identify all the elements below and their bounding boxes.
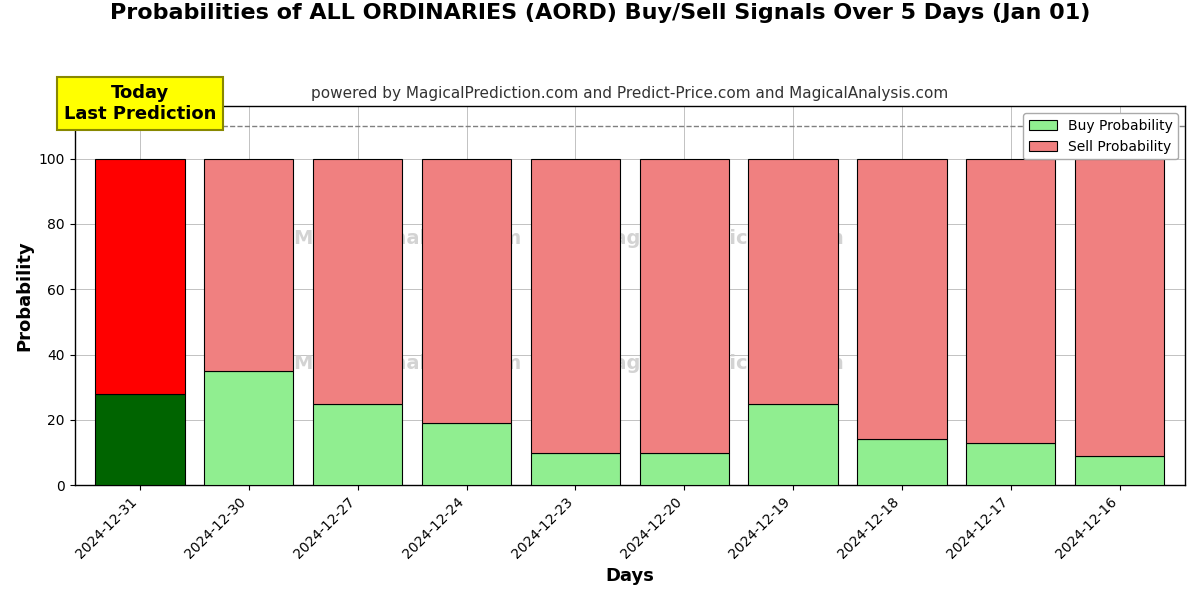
Bar bbox=[966, 158, 1056, 443]
Bar bbox=[204, 371, 294, 485]
Bar bbox=[530, 158, 620, 452]
Text: Probabilities of ALL ORDINARIES (AORD) Buy/Sell Signals Over 5 Days (Jan 01): Probabilities of ALL ORDINARIES (AORD) B… bbox=[110, 3, 1090, 23]
X-axis label: Days: Days bbox=[605, 567, 654, 585]
Bar bbox=[749, 158, 838, 404]
Bar bbox=[422, 158, 511, 423]
Text: Today
Last Prediction: Today Last Prediction bbox=[64, 84, 216, 122]
Bar bbox=[95, 394, 185, 485]
Bar bbox=[530, 452, 620, 485]
Text: MagicalAnalysis.com: MagicalAnalysis.com bbox=[294, 229, 522, 248]
Bar bbox=[204, 158, 294, 371]
Text: MagicalPrediction.com: MagicalPrediction.com bbox=[594, 229, 844, 248]
Bar bbox=[422, 423, 511, 485]
Bar bbox=[1075, 158, 1164, 456]
Bar bbox=[640, 452, 728, 485]
Bar bbox=[966, 443, 1056, 485]
Bar bbox=[313, 404, 402, 485]
Bar bbox=[857, 439, 947, 485]
Title: powered by MagicalPrediction.com and Predict-Price.com and MagicalAnalysis.com: powered by MagicalPrediction.com and Pre… bbox=[311, 86, 948, 101]
Bar bbox=[640, 158, 728, 452]
Bar bbox=[95, 158, 185, 394]
Text: MagicalPrediction.com: MagicalPrediction.com bbox=[594, 355, 844, 373]
Y-axis label: Probability: Probability bbox=[16, 241, 34, 351]
Text: MagicalAnalysis.com: MagicalAnalysis.com bbox=[294, 355, 522, 373]
Bar bbox=[1075, 456, 1164, 485]
Bar bbox=[749, 404, 838, 485]
Bar bbox=[857, 158, 947, 439]
Legend: Buy Probability, Sell Probability: Buy Probability, Sell Probability bbox=[1024, 113, 1178, 160]
Bar bbox=[313, 158, 402, 404]
